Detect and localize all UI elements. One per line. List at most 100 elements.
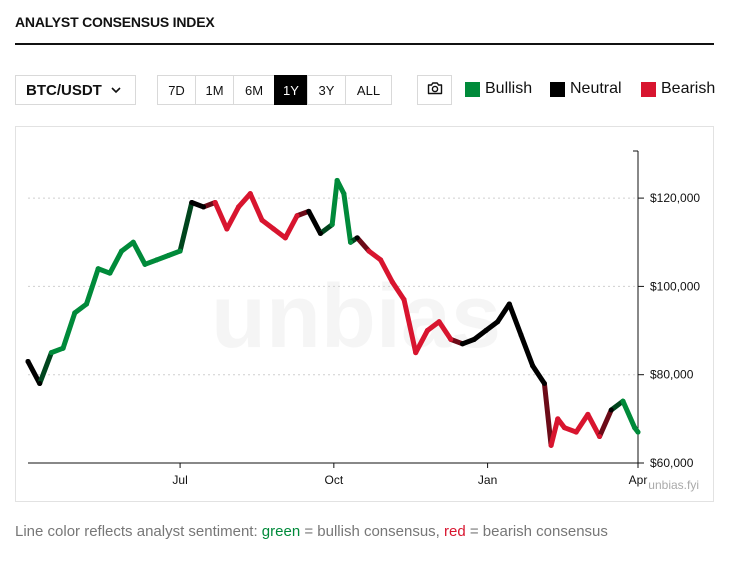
series-segment	[548, 416, 561, 448]
y-tick-label: $100,000	[650, 279, 700, 293]
data-point	[37, 381, 43, 387]
data-point	[294, 213, 300, 219]
data-point	[620, 398, 626, 404]
data-point	[518, 332, 524, 338]
series-segment	[224, 204, 242, 232]
caption-mid: = bullish consensus,	[300, 523, 445, 540]
data-point	[366, 248, 372, 254]
data-point	[212, 200, 218, 206]
data-point	[389, 279, 395, 285]
data-point	[460, 341, 466, 347]
title-divider	[15, 43, 714, 45]
sentiment-price-chart: unbias $60,000 $80,000 $100,000 $120,000 Jul O…	[25, 150, 700, 492]
data-point	[271, 226, 277, 232]
legend-neutral-label: Neutral	[570, 80, 622, 97]
data-point	[224, 226, 230, 232]
data-point	[83, 301, 89, 307]
series-segment	[518, 332, 536, 369]
series-segment	[329, 177, 340, 228]
series-segment	[436, 319, 454, 342]
series-segment	[130, 239, 148, 267]
caption-red-word: red	[444, 523, 466, 540]
data-point	[413, 350, 419, 356]
page-title: ANALYST CONSENSUS INDEX	[15, 14, 215, 30]
data-point	[154, 257, 160, 263]
data-point	[401, 297, 407, 303]
caption-green-word: green	[261, 523, 301, 540]
pair-selector[interactable]: BTC/USDT	[15, 75, 136, 105]
data-point	[548, 442, 554, 448]
series-segment	[573, 411, 591, 435]
series-segment	[506, 301, 524, 338]
data-point	[165, 252, 171, 258]
series-segment	[25, 358, 43, 387]
data-point	[597, 434, 603, 440]
y-tick-label: $80,000	[650, 368, 694, 382]
series-segment	[37, 350, 54, 387]
series-segment	[585, 411, 603, 440]
data-point	[200, 204, 206, 210]
data-point	[555, 416, 561, 422]
caption-prefix: Line color reflects analyst sentiment:	[15, 523, 262, 540]
series-segment	[236, 191, 253, 210]
bearish-swatch	[641, 81, 656, 97]
x-tick-label: Oct	[324, 473, 343, 487]
legend-bullish-label: Bullish	[485, 80, 533, 97]
data-point	[107, 270, 113, 276]
data-point	[236, 204, 242, 210]
data-point	[378, 257, 384, 263]
data-point	[448, 336, 454, 342]
series-segment	[401, 297, 419, 356]
data-point	[483, 328, 489, 334]
pair-label: BTC/USDT	[26, 81, 102, 99]
series-segment	[177, 200, 195, 254]
data-point	[282, 235, 288, 241]
camera-icon	[427, 81, 443, 100]
watermark-text: unbias	[211, 267, 501, 367]
watermark-small: unbias.fyi	[648, 478, 699, 492]
legend-neutral: Neutral	[550, 80, 622, 98]
series-segment	[83, 266, 101, 307]
data-point	[424, 328, 430, 334]
x-tick-label: Jul	[172, 473, 187, 487]
series-segment	[282, 213, 300, 241]
range-6m-button[interactable]: 6M	[233, 75, 275, 105]
range-all-button[interactable]: ALL	[345, 75, 392, 105]
legend-bullish: Bullish	[465, 80, 532, 98]
data-point	[317, 230, 323, 236]
data-point	[334, 177, 340, 183]
range-button-group: 7D 1M 6M 1Y 3Y ALL	[157, 75, 392, 105]
data-point	[329, 222, 335, 228]
data-point	[119, 248, 125, 254]
series-segment	[212, 200, 230, 232]
neutral-swatch	[550, 81, 565, 97]
x-tick-label: Apr	[629, 473, 648, 487]
data-point	[436, 319, 442, 325]
data-point	[142, 261, 148, 267]
data-point	[632, 425, 638, 431]
caption-suffix: = bearish consensus	[465, 523, 608, 540]
data-point	[354, 235, 360, 241]
data-point	[341, 191, 347, 197]
data-point	[48, 350, 54, 356]
data-point	[306, 208, 312, 214]
range-7d-button[interactable]: 7D	[157, 75, 196, 105]
series-segment	[60, 310, 78, 351]
data-point	[72, 310, 78, 316]
data-point	[189, 200, 195, 206]
series-segment	[530, 363, 547, 387]
series-segment	[495, 301, 512, 325]
data-point	[635, 429, 641, 435]
range-3y-button[interactable]: 3Y	[307, 75, 346, 105]
data-point	[60, 345, 66, 351]
range-1y-button[interactable]: 1Y	[274, 75, 308, 105]
series-segment	[378, 257, 395, 285]
series-segment	[247, 191, 265, 223]
data-point	[247, 191, 253, 197]
range-1m-button[interactable]: 1M	[195, 75, 234, 105]
data-point	[177, 248, 183, 254]
y-tick-label: $60,000	[650, 456, 694, 470]
data-point	[608, 407, 614, 413]
screenshot-button[interactable]	[417, 75, 452, 105]
data-point	[530, 363, 536, 369]
